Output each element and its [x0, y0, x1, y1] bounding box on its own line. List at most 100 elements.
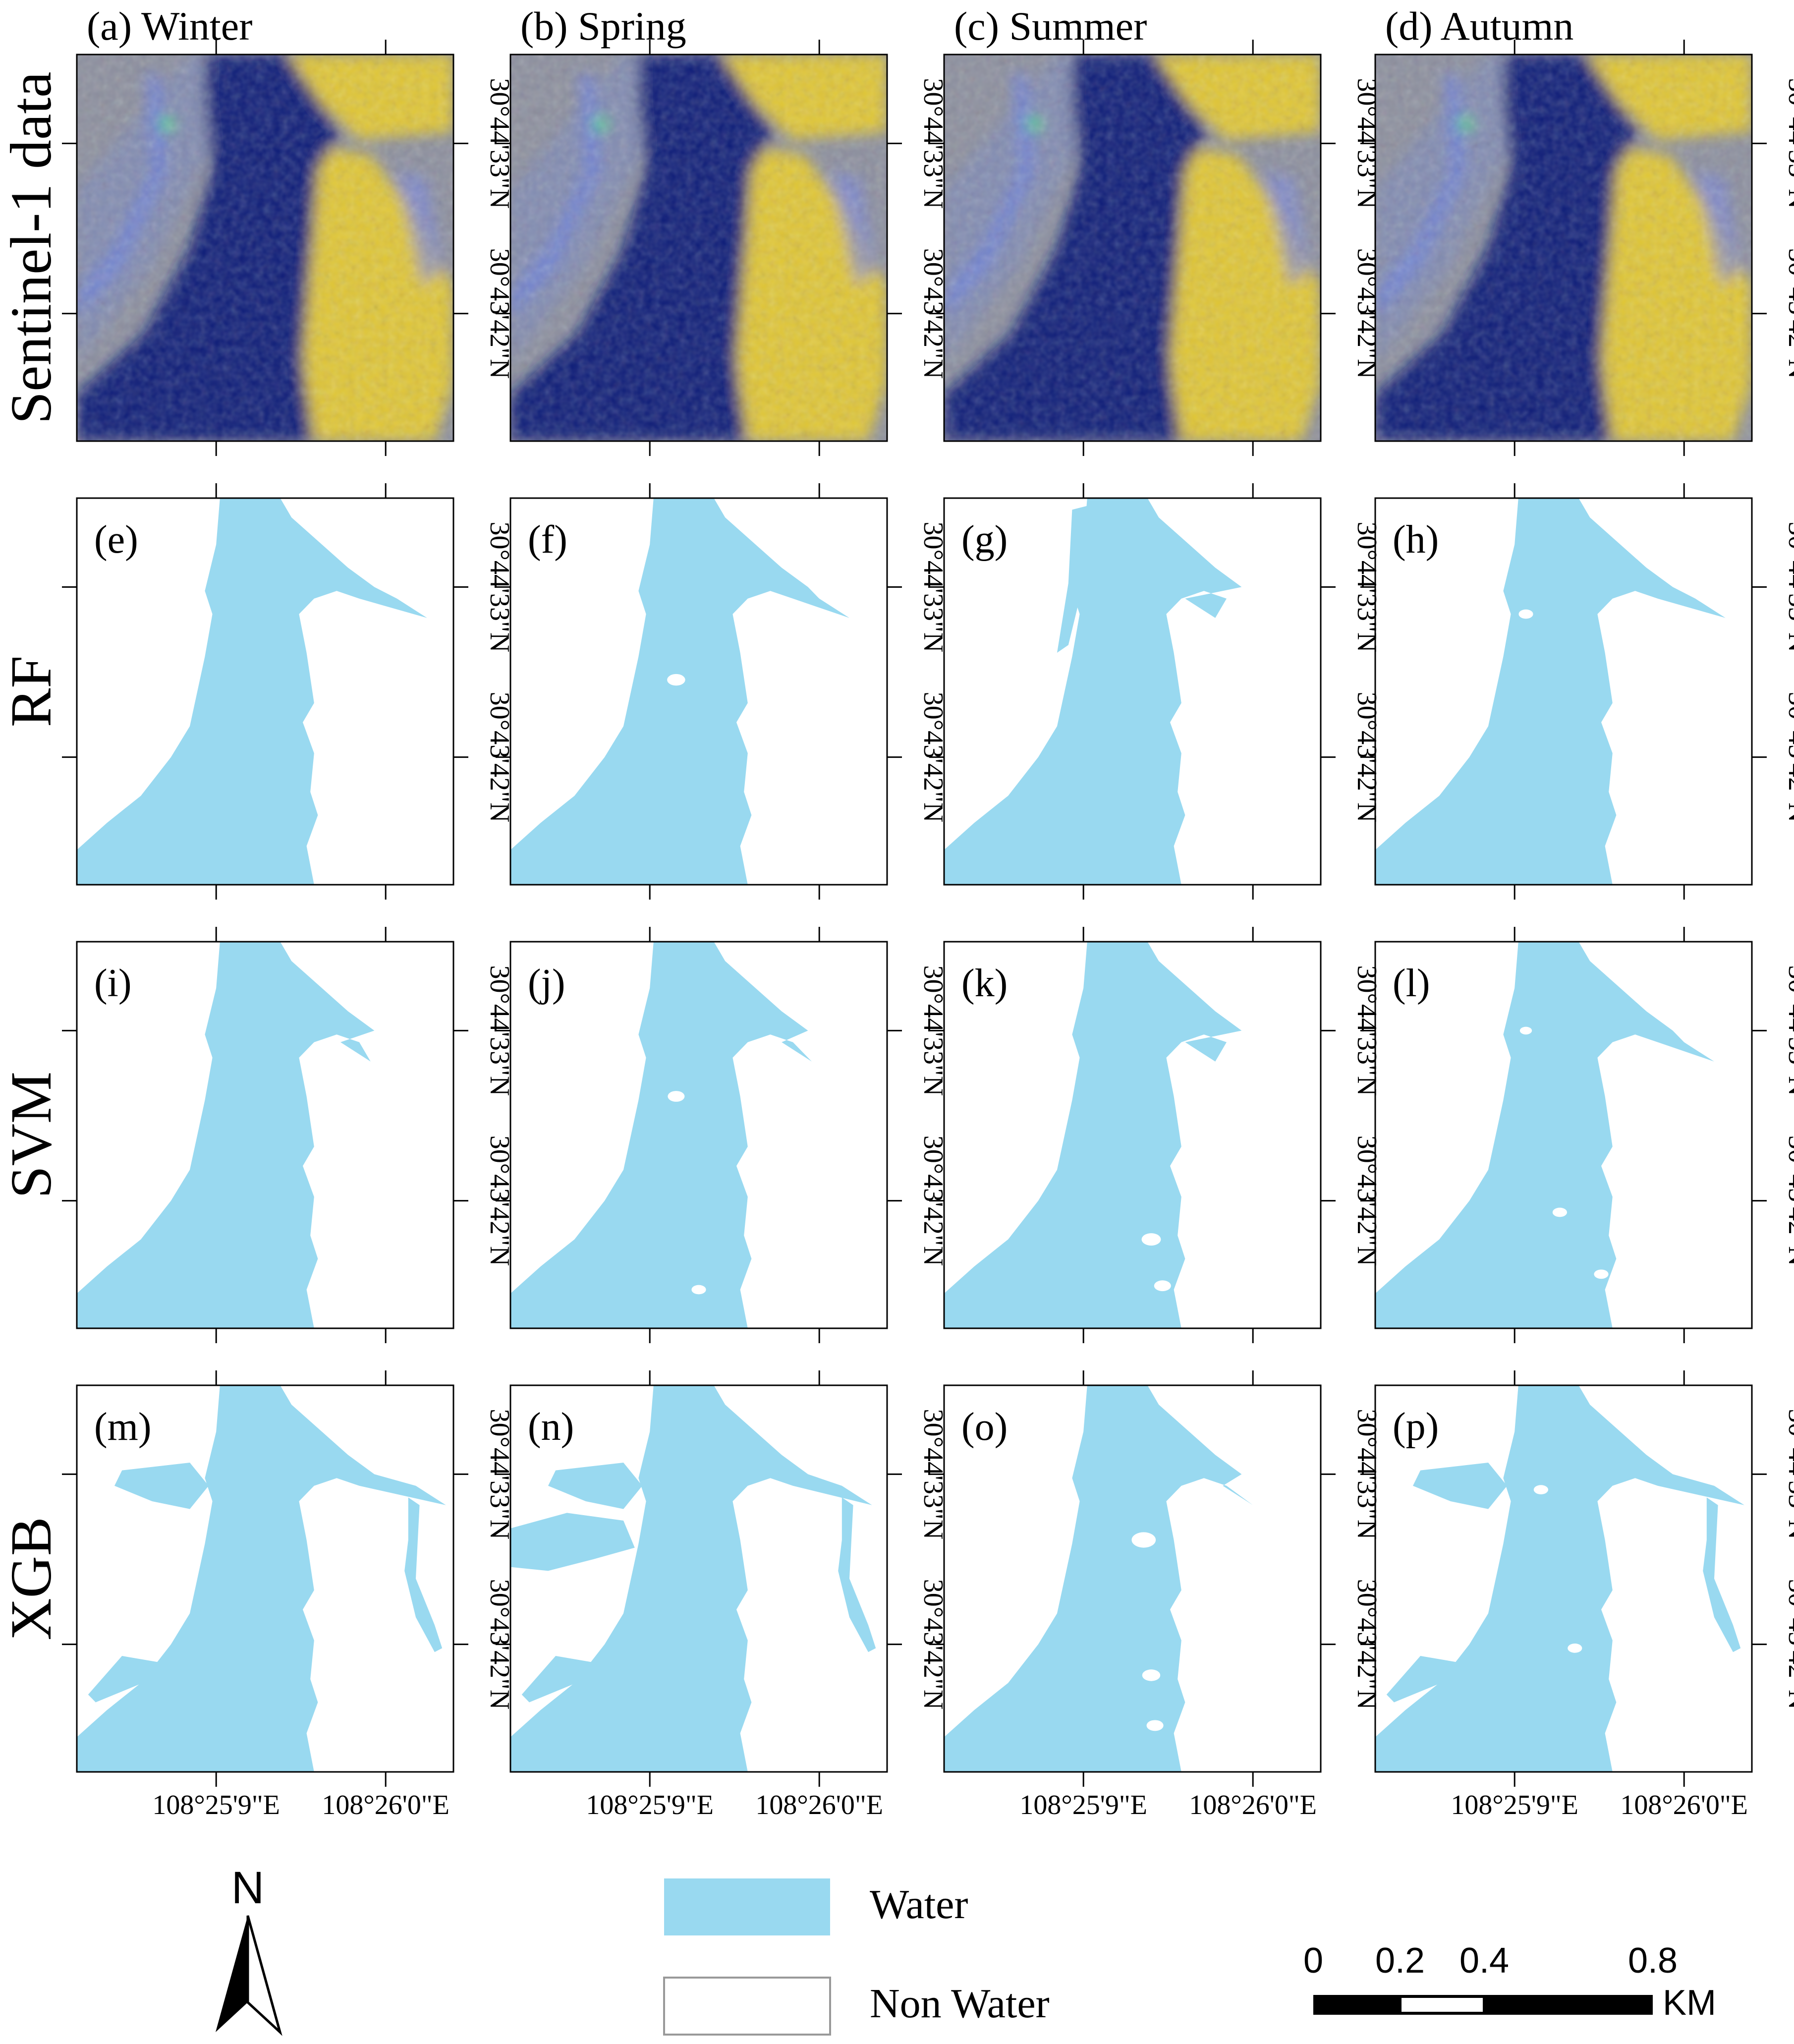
water-classification [1375, 942, 1714, 1328]
row-label: RF [0, 656, 63, 727]
water-classification [510, 942, 812, 1328]
scale-segment [1313, 1995, 1653, 2015]
water-region [1375, 1385, 1744, 1772]
water-region [510, 1385, 872, 1772]
map-panel: (p) 30°44'33"N 30°43'42"N 108°25'9"E 108°26'… [1360, 1370, 1794, 1820]
panel-letter: (i) [94, 962, 132, 1005]
panel-letter: (p) [1393, 1405, 1439, 1449]
north-arrow-right [246, 1915, 282, 2036]
water-region [404, 1497, 443, 1652]
panel-frame [76, 1384, 454, 1773]
panel-frame [1374, 941, 1753, 1329]
map-panel: (j) 30°44'33"N30°43'42"N [496, 927, 949, 1343]
water-region [114, 1463, 209, 1509]
sar-image [944, 55, 1321, 441]
panel-letter: (o) [961, 1405, 1008, 1449]
lon-label: 108°25'9"E [1451, 1790, 1578, 1820]
water-classification [510, 498, 849, 885]
column-title: (a) Winter [87, 3, 252, 49]
panel-frame [76, 497, 454, 886]
panel-frame [943, 1384, 1322, 1773]
water-region [1413, 1463, 1507, 1509]
water-region [77, 942, 375, 1328]
water-region [1703, 1497, 1741, 1652]
panel-frame [943, 54, 1322, 442]
lat-label: 30°44'33"N [1783, 522, 1794, 653]
map-panel: (e) 30°44'33"N30°43'42"N [62, 483, 515, 900]
water-region [1057, 506, 1087, 653]
water-classification [77, 1385, 446, 1772]
water-region [521, 1656, 601, 1703]
panel-frame [509, 941, 888, 1329]
panel-letter: (f) [528, 518, 567, 562]
lat-label: 30°44'33"N [1783, 1409, 1794, 1540]
water-region [944, 942, 1242, 1328]
lon-label: 108°26'0"E [322, 1790, 449, 1820]
panel-letter: (j) [528, 962, 565, 1005]
scale-segment [1402, 1998, 1483, 2012]
panel-frame [509, 54, 888, 442]
lon-label: 108°25'9"E [1019, 1790, 1147, 1820]
non-water-patch [1519, 1026, 1532, 1035]
water-classification [77, 498, 427, 885]
water-classification [77, 942, 375, 1328]
water-region [510, 942, 812, 1328]
water-region [1386, 1656, 1466, 1703]
water-region [944, 1385, 1253, 1772]
panel-letter: (l) [1393, 962, 1430, 1005]
panel-frame [943, 497, 1322, 886]
legend-swatch [664, 1878, 830, 1935]
non-water-patch [1518, 609, 1533, 619]
legend: Water Non Water [663, 1878, 1050, 2036]
panel-frame [76, 941, 454, 1329]
water-region [1375, 498, 1726, 885]
panel-frame [1374, 1384, 1753, 1773]
scale-unit: KM [1663, 1983, 1716, 2023]
scale-tick-label: 0.8 [1628, 1941, 1678, 1981]
water-region [548, 1463, 642, 1509]
map-panel: (d) Autumn 30°44'33"N 30°43'42"N [1360, 3, 1794, 456]
panel-frame [943, 941, 1322, 1329]
row-label: SVM [0, 1072, 63, 1198]
map-panel: (k) 30°44'33"N30°43'42"N [929, 927, 1382, 1343]
water-classification [1375, 1385, 1744, 1772]
non-water-patch [1142, 1669, 1161, 1681]
legend-label: Water [870, 1881, 968, 1928]
lon-label: 108°26'0"E [1620, 1790, 1748, 1820]
lat-label: 30°43'42"N [1783, 248, 1794, 379]
water-classification [944, 1385, 1253, 1772]
map-panel: (h) 30°44'33"N 30°43'42"N [1360, 483, 1794, 900]
scale-tick-label: 0 [1303, 1941, 1323, 1981]
lat-label: 30°43'42"N [1783, 692, 1794, 823]
non-water-patch [1141, 1233, 1161, 1246]
sar-image [77, 55, 453, 441]
north-arrow-left [216, 1916, 248, 2032]
row-label: XGB [0, 1517, 63, 1640]
non-water-patch [668, 1091, 685, 1102]
water-classification [1375, 498, 1726, 885]
non-water-patch [1594, 1269, 1609, 1279]
water-region [88, 1656, 168, 1703]
lat-label: 30°43'42"N [1783, 1136, 1794, 1266]
water-region [510, 498, 849, 885]
panel-frame [1374, 497, 1753, 886]
panel-frame [76, 54, 454, 442]
water-classification [510, 1385, 876, 1772]
lat-label: 30°44'33"N [1783, 965, 1794, 1096]
water-region [944, 498, 1242, 885]
panel-letter: (h) [1393, 518, 1439, 562]
water-region [838, 1497, 876, 1652]
legend-label: Non Water [870, 1981, 1050, 2027]
panel-letter: (k) [961, 962, 1008, 1005]
north-label: N [231, 1863, 264, 1913]
lat-label: 30°44'33"N [1783, 78, 1794, 209]
column-title: (b) Spring [520, 3, 686, 49]
map-panel: (i) 30°44'33"N30°43'42"N [62, 927, 515, 1343]
non-water-patch [691, 1285, 706, 1295]
column-title: (d) Autumn [1385, 3, 1573, 49]
sar-image [510, 55, 887, 441]
panel-frame [509, 1384, 888, 1773]
